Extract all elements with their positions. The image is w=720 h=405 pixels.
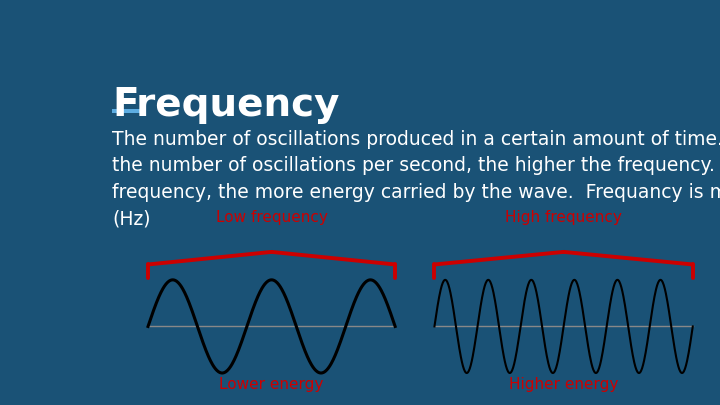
Text: Frequency: Frequency <box>112 86 340 124</box>
Text: Lower energy: Lower energy <box>220 377 324 392</box>
Text: Higher energy: Higher energy <box>509 377 618 392</box>
FancyBboxPatch shape <box>112 109 143 113</box>
Text: The number of oscillations produced in a certain amount of time.  The greater
th: The number of oscillations produced in a… <box>112 130 720 228</box>
Text: High frequency: High frequency <box>505 210 622 225</box>
Text: Low frequency: Low frequency <box>216 210 328 225</box>
